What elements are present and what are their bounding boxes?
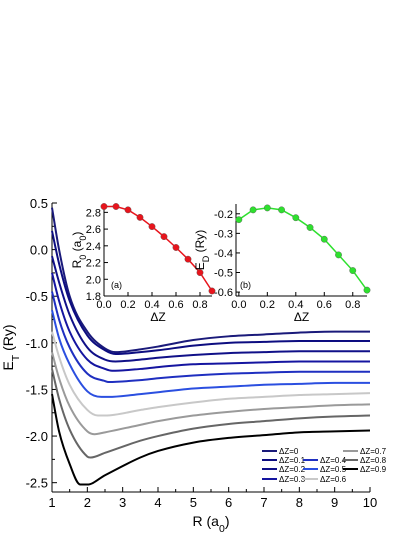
inset-y-tick-label: 2.4	[86, 241, 101, 253]
inset-y-tick-label: 2.8	[86, 207, 101, 219]
inset-data-point	[278, 206, 285, 214]
inset-x-tick-label: 0.6	[317, 299, 332, 311]
series-line-3	[51, 272, 370, 372]
inset-data-point	[263, 204, 271, 212]
inset-x-tick-label: 0.0	[96, 299, 111, 311]
x-tick-label: 3	[119, 495, 126, 510]
y-tick-label: -2.0	[26, 429, 48, 444]
legend-label-6: ΔZ=0.6	[320, 475, 347, 484]
inset-data-point	[184, 255, 192, 263]
x-tick-label: 1	[48, 495, 55, 510]
x-tick-label: 7	[260, 495, 267, 510]
inset-y-tick-label: 2.6	[86, 224, 101, 236]
inset-y-tick-label: -0.3	[214, 228, 233, 240]
x-tick-label: 6	[225, 495, 232, 510]
inset-x-axis-label: ΔZ	[150, 310, 165, 324]
inset-b-plot: 0.0 0.2 0.4 0.6 0.8 -0.2 -0.3 -0.4 -0.5 -0.6 ΔZ ED …	[193, 204, 371, 324]
inset-x-tick-label: 0.0	[231, 299, 246, 311]
inset-y-tick-label: 2.0	[86, 274, 101, 286]
main-plot: 1 2 3 4 5 6 7 8 9 10 0.5 0.0 -0.5 -1.0 -1.5 -2.0 -2.5 R (…	[0, 196, 377, 535]
legend-label-3: ΔZ=0.3	[279, 475, 306, 484]
legend-label-2: ΔZ=0.2	[279, 465, 306, 474]
inset-data-point	[160, 233, 168, 241]
inset-x-axis-label: ΔZ	[294, 310, 309, 324]
series-line-0	[51, 207, 370, 354]
y-tick-label: 0.5	[30, 196, 48, 211]
inset-y-axis-label: R0 (a0)	[70, 232, 88, 269]
inset-y-tick-label: 2.2	[86, 258, 101, 270]
legend-label-4: ΔZ=0.4	[320, 456, 347, 465]
inset-data-point	[136, 213, 144, 221]
inset-data-point	[249, 206, 257, 214]
inset-data-point	[124, 206, 132, 214]
inset-data-point	[349, 267, 357, 274]
inset-data-point	[100, 203, 108, 210]
y-tick-label: -2.5	[26, 476, 48, 491]
inset-series-line	[104, 205, 213, 292]
series-line-9	[51, 393, 371, 486]
inset-x-tick-label: 0.6	[168, 299, 183, 311]
x-tick-label: 8	[296, 495, 303, 510]
inset-x-tick-label: 0.4	[144, 299, 159, 311]
x-tick-label: 10	[363, 495, 377, 510]
inset-data-point	[112, 203, 120, 210]
inset-x-tick-label: 0.4	[288, 299, 303, 311]
inset-a-plot: 0.0 0.2 0.4 0.6 0.8 2.8 2.6 2.4 2.2 2.0 1.8 ΔZ R0 (a…	[70, 203, 216, 324]
x-tick-label: 5	[190, 495, 197, 510]
y-axis-label: ET (Ry)	[0, 324, 22, 370]
inset-x-tick-label: 0.8	[345, 299, 360, 311]
inset-y-axis-label: ED (Ry)	[193, 230, 211, 271]
inset-panel-label: (b)	[240, 280, 251, 290]
inset-y-tick-label: -0.6	[214, 287, 233, 299]
x-tick-label: 9	[331, 495, 338, 510]
legend-label-7: ΔZ=0.7	[360, 447, 387, 456]
inset-x-tick-label: 0.8	[192, 299, 207, 311]
series-line-8	[51, 368, 371, 459]
inset-data-point	[235, 216, 243, 224]
legend-label-0: ΔZ=0	[279, 447, 299, 456]
series-line-2	[51, 255, 370, 363]
inset-panel-label: (a)	[111, 280, 122, 290]
x-tick-label: 2	[84, 495, 91, 510]
y-tick-label: -0.5	[26, 289, 48, 304]
inset-y-tick-label: 1.8	[86, 291, 101, 303]
inset-series-line	[238, 207, 368, 291]
x-axis-label: R (a0)	[193, 513, 230, 535]
inset-data-point	[320, 235, 328, 243]
y-tick-label: 0.0	[30, 243, 48, 258]
inset-data-point	[172, 244, 180, 251]
series-line-6	[51, 331, 371, 417]
inset-data-point	[208, 287, 216, 295]
inset-x-tick-label: 0.2	[120, 299, 135, 311]
legend-label-1: ΔZ=0.1	[279, 456, 306, 465]
series-line-1	[51, 230, 370, 356]
series-line-4	[51, 291, 370, 383]
inset-data-point	[335, 251, 342, 259]
legend: ΔZ=0ΔZ=0.1ΔZ=0.2ΔZ=0.3 ΔZ=0.4ΔZ=0.5ΔZ=0.6…	[262, 447, 387, 484]
legend-label-9: ΔZ=0.9	[360, 465, 387, 474]
inset-data-point	[292, 214, 300, 222]
inset-data-point	[196, 269, 204, 276]
series-line-7	[51, 351, 371, 436]
inset-y-tick-label: -0.5	[214, 268, 233, 280]
inset-y-tick-label: -0.2	[214, 209, 233, 221]
series-line-5	[51, 309, 371, 398]
x-tick-label: 4	[154, 495, 161, 510]
y-tick-label: -1.5	[26, 382, 48, 397]
inset-data-point	[363, 286, 371, 294]
inset-x-tick-label: 0.2	[260, 299, 275, 311]
legend-label-5: ΔZ=0.5	[320, 465, 347, 474]
inset-data-point	[148, 223, 156, 230]
inset-data-point	[306, 224, 314, 231]
inset-y-tick-label: -0.4	[214, 248, 233, 260]
legend-label-8: ΔZ=0.8	[360, 456, 387, 465]
y-tick-label: -1.0	[26, 336, 48, 351]
